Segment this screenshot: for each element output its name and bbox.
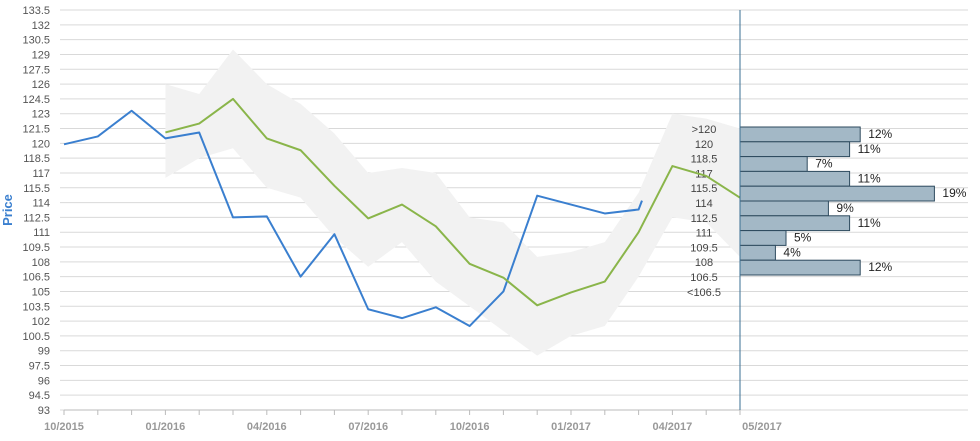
- y-tick-label: 126: [32, 79, 50, 91]
- histogram-bin-label: 111: [696, 228, 713, 240]
- price-series-line: [63, 109, 643, 328]
- y-tick-label: 94.5: [29, 390, 50, 402]
- histogram-bar: [739, 200, 829, 217]
- y-tick-label: 127.5: [22, 64, 50, 76]
- y-tick-label: 124.5: [22, 94, 50, 106]
- y-tick-label: 97.5: [29, 361, 50, 373]
- y-tick-label: 100.5: [22, 331, 50, 343]
- y-tick-label: 118.5: [23, 153, 50, 165]
- y-tick-label: 112.5: [23, 212, 50, 224]
- y-tick-label: 123: [32, 109, 50, 121]
- histogram-bin-label: 108: [695, 257, 713, 269]
- histogram-value-label: 4%: [783, 245, 801, 259]
- histogram-bar: [739, 126, 861, 143]
- histogram-bar: [739, 170, 851, 187]
- histogram-bar: [739, 259, 861, 276]
- y-axis-label: Price: [0, 194, 15, 226]
- forecast-band: [165, 49, 740, 356]
- y-tick-label: 93: [38, 405, 50, 417]
- histogram-value-label: 9%: [836, 201, 854, 215]
- x-tick-label: 05/2017: [742, 421, 782, 433]
- forecast-band-area: [165, 49, 740, 356]
- x-tick-label: 10/2016: [450, 421, 490, 433]
- y-tick-label: 105: [32, 286, 50, 298]
- x-tick-label: 07/2016: [348, 421, 388, 433]
- histogram-value-label: 7%: [815, 157, 833, 171]
- y-tick-label: 130.5: [22, 35, 50, 47]
- histogram-bar: [739, 244, 776, 261]
- y-tick-label: 133.5: [22, 5, 50, 17]
- histogram-bin-label: 120: [695, 139, 713, 151]
- histogram-bar: [739, 156, 808, 172]
- y-tick-label: 117: [32, 168, 50, 180]
- histogram-bin-label: 115.5: [691, 183, 718, 195]
- gridlines: [60, 9, 968, 411]
- y-tick-label: 103.5: [22, 301, 50, 313]
- histogram-bar: [739, 230, 787, 246]
- histogram-bin-label: 112.5: [691, 213, 718, 225]
- histogram-bin-label: 106.5: [690, 272, 718, 284]
- histogram-value-label: 11%: [858, 216, 881, 230]
- x-tick-label: 01/2016: [146, 421, 186, 433]
- y-tick-label: 115.5: [23, 183, 50, 195]
- y-tick-label: 109.5: [22, 242, 50, 254]
- histogram-bar: [739, 215, 851, 232]
- histogram-value-label: 12%: [868, 127, 892, 141]
- histogram-bin-label: <106.5: [687, 287, 721, 299]
- histogram-value-label: 5%: [794, 231, 812, 245]
- y-tick-label: 96: [38, 375, 50, 387]
- y-tick-label: 106.5: [22, 272, 50, 284]
- histogram-bin-label: 118.5: [691, 154, 718, 166]
- x-tick-label: 10/2015: [44, 421, 84, 433]
- y-tick-label: 102: [32, 316, 50, 328]
- y-tick-label: 121.5: [22, 124, 50, 136]
- x-tick-label: 01/2017: [551, 421, 591, 433]
- histogram-bin-label: 114: [695, 198, 713, 210]
- y-tick-label: 108: [32, 257, 50, 269]
- histogram-value-label: 11%: [858, 142, 881, 156]
- histogram-bin-label: 109.5: [690, 242, 718, 254]
- histogram-bar: [739, 185, 935, 202]
- y-tick-label: 129: [32, 49, 50, 61]
- histogram-value-label: 12%: [868, 260, 892, 274]
- histogram-bar: [739, 141, 851, 158]
- series-lines: [63, 97, 741, 328]
- forecast-series-line: [165, 97, 741, 307]
- y-tick-label: 111: [33, 227, 50, 239]
- x-tick-label: 04/2017: [653, 421, 693, 433]
- x-tick-label: 04/2016: [247, 421, 287, 433]
- y-tick-label: 99: [38, 346, 50, 358]
- y-tick-label: 120: [32, 138, 50, 150]
- histogram-value-label: 19%: [942, 186, 966, 200]
- histogram-value-label: 11%: [858, 171, 881, 185]
- histogram-bin-label: >120: [692, 124, 717, 136]
- y-tick-label: 114: [32, 198, 50, 210]
- y-tick-label: 132: [32, 20, 50, 32]
- axes: 93 94.5 96 97.5 99 100.5 102 103.5 105 106.5 108 10…: [22, 5, 781, 433]
